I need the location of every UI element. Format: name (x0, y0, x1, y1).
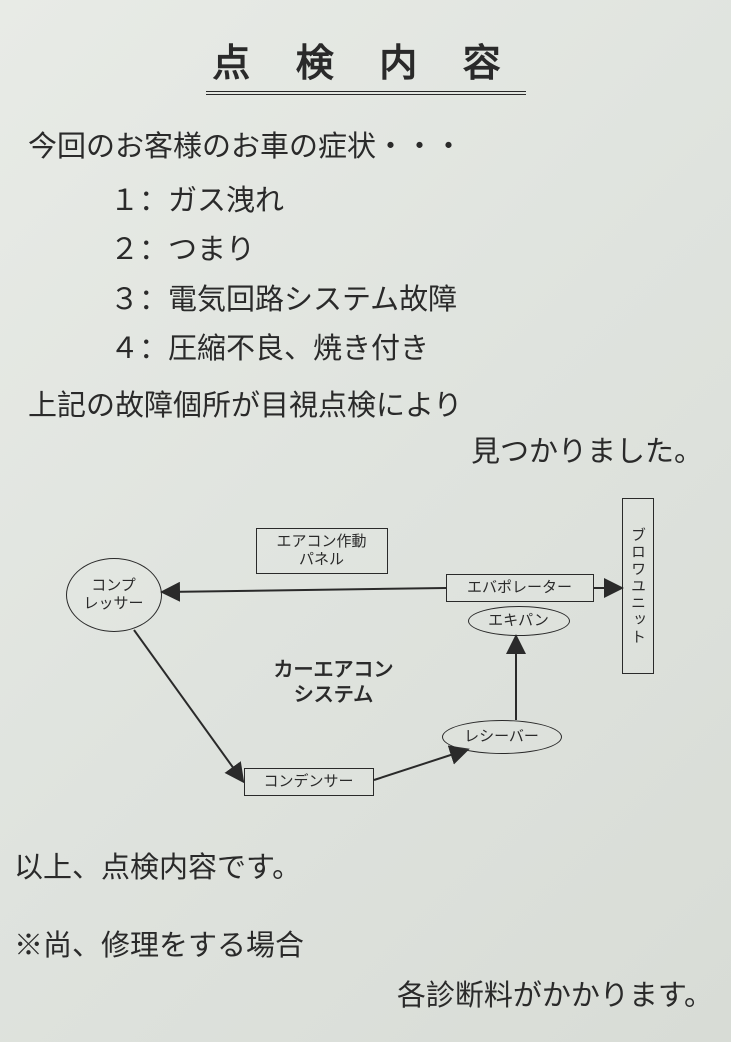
node-ekipan: エキパン (468, 606, 570, 636)
edge-evaporator_left-compressor_right (164, 588, 446, 592)
node-blower: ブロワユニット (622, 498, 654, 674)
edge-compressor_bot-condenser_left (134, 630, 242, 780)
symptom-list: １：ガス洩れ ２：つまり ３：電気回路システム故障 ４：圧縮不良、焼き付き (0, 177, 731, 374)
edge-condenser_right-receiver_botleft (374, 750, 466, 780)
diagram-title-line2: システム (294, 684, 373, 706)
diagram-title-line1: カーエアコン (274, 659, 394, 681)
page-title: 点 検 内 容 (206, 0, 526, 95)
node-condenser: コンデンサー (244, 768, 374, 796)
footer-line-1: 以上、点検内容です。 (0, 844, 731, 886)
symptom-item: ４：圧縮不良、焼き付き (110, 325, 731, 374)
system-diagram: コンプレッサー エアコン作動パネルエバポレーターエキパンレシーバーコンデンサー ブロ… (26, 488, 706, 818)
conclusion-line-2: 見つかりました。 (0, 428, 731, 470)
symptom-item: ３：電気回路システム故障 (110, 276, 731, 325)
footer-line-2: ※尚、修理をする場合 (0, 922, 731, 964)
node-evaporator: エバポレーター (446, 574, 594, 602)
node-panel: エアコン作動パネル (256, 528, 388, 574)
symptom-item: ２：つまり (110, 226, 731, 275)
diagram-title: カーエアコン システム (274, 658, 394, 708)
intro-text: 今回のお客様のお車の症状・・・ (0, 123, 731, 165)
node-receiver: レシーバー (442, 720, 562, 754)
footer-line-3: 各診断料がかかります。 (0, 972, 731, 1014)
symptom-item: １：ガス洩れ (110, 177, 731, 226)
conclusion-line-1: 上記の故障個所が目視点検により (0, 382, 731, 424)
node-compressor: コンプレッサー (66, 558, 162, 632)
